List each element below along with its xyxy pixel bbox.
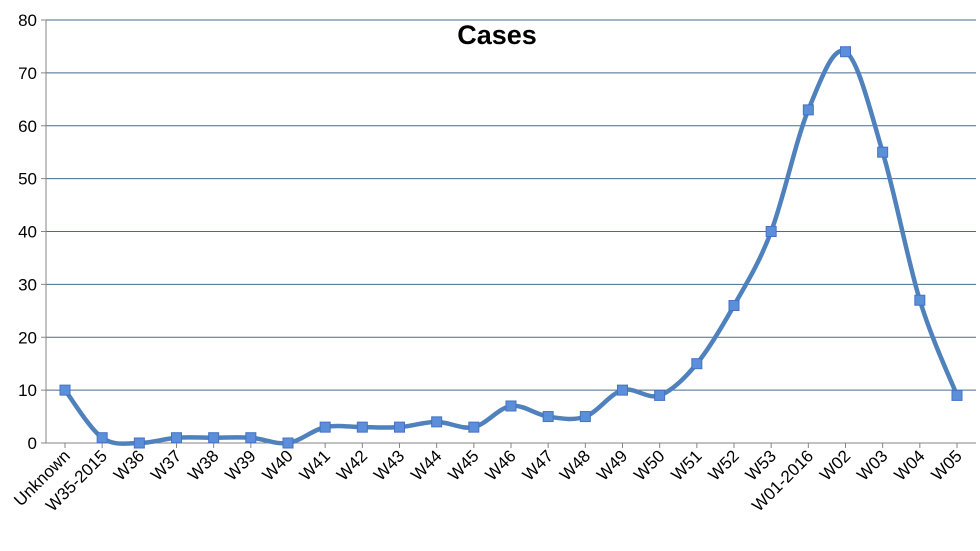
x-tick-label: W03 xyxy=(853,446,891,484)
x-tick-label: W42 xyxy=(333,446,371,484)
x-tick-label: W44 xyxy=(407,446,445,484)
x-tick-label: W37 xyxy=(147,446,185,484)
series-line xyxy=(62,48,960,446)
data-point xyxy=(505,400,517,412)
data-point xyxy=(245,432,257,444)
data-point xyxy=(431,416,443,428)
y-tick-label: 0 xyxy=(28,434,37,453)
data-point xyxy=(542,411,554,423)
data-point xyxy=(59,384,71,396)
y-tick-label: 30 xyxy=(18,275,37,294)
data-point xyxy=(617,384,628,396)
data-point xyxy=(171,432,182,444)
y-tick-labels: 0 10 20 30 40 50 60 70 80 xyxy=(18,11,37,453)
data-point xyxy=(802,104,814,116)
y-tick-label: 40 xyxy=(18,223,37,242)
gridlines xyxy=(46,19,976,391)
x-tick-label: W50 xyxy=(630,446,668,484)
series-cases xyxy=(59,46,963,449)
x-tick-label: W51 xyxy=(668,446,706,484)
x-tick-label: W52 xyxy=(705,446,743,484)
y-tick-label: 50 xyxy=(18,170,37,189)
data-point xyxy=(691,358,703,370)
x-tick-label: W02 xyxy=(816,446,854,484)
y-tick-label: 20 xyxy=(18,328,37,347)
data-point xyxy=(133,437,145,449)
data-point xyxy=(877,146,889,158)
data-point xyxy=(394,421,405,433)
x-tick-label: W40 xyxy=(259,446,297,484)
x-tick-label: W46 xyxy=(482,446,520,484)
data-point xyxy=(654,389,666,401)
y-tick-label: 70 xyxy=(18,64,37,83)
y-tick-label: 10 xyxy=(18,381,37,400)
data-point xyxy=(319,421,331,433)
x-tick-label: W43 xyxy=(370,446,408,484)
data-point xyxy=(282,437,294,449)
x-tick-label: W39 xyxy=(222,446,260,484)
data-point xyxy=(356,421,368,433)
data-point xyxy=(468,421,480,433)
data-point xyxy=(765,226,777,237)
x-tick-label: W38 xyxy=(184,446,222,484)
x-tick-label: W47 xyxy=(519,446,557,484)
chart-title: Cases xyxy=(457,20,537,50)
axes xyxy=(41,19,976,448)
x-tick-label: W05 xyxy=(928,446,966,484)
data-point xyxy=(840,46,851,58)
y-tick-label: 80 xyxy=(18,11,37,30)
x-tick-label: W41 xyxy=(296,446,334,484)
data-point xyxy=(728,300,740,312)
data-point xyxy=(914,294,926,306)
y-tick-label: 60 xyxy=(18,117,37,136)
x-tick-label: W04 xyxy=(891,446,929,484)
data-point xyxy=(951,389,963,401)
data-point xyxy=(208,432,220,444)
x-tick-label: W45 xyxy=(445,446,483,484)
x-tick-label: W48 xyxy=(556,446,594,484)
data-point xyxy=(579,411,591,423)
data-point xyxy=(96,432,108,444)
x-tick-label: W49 xyxy=(593,446,631,484)
x-tick-label: W36 xyxy=(110,446,148,484)
